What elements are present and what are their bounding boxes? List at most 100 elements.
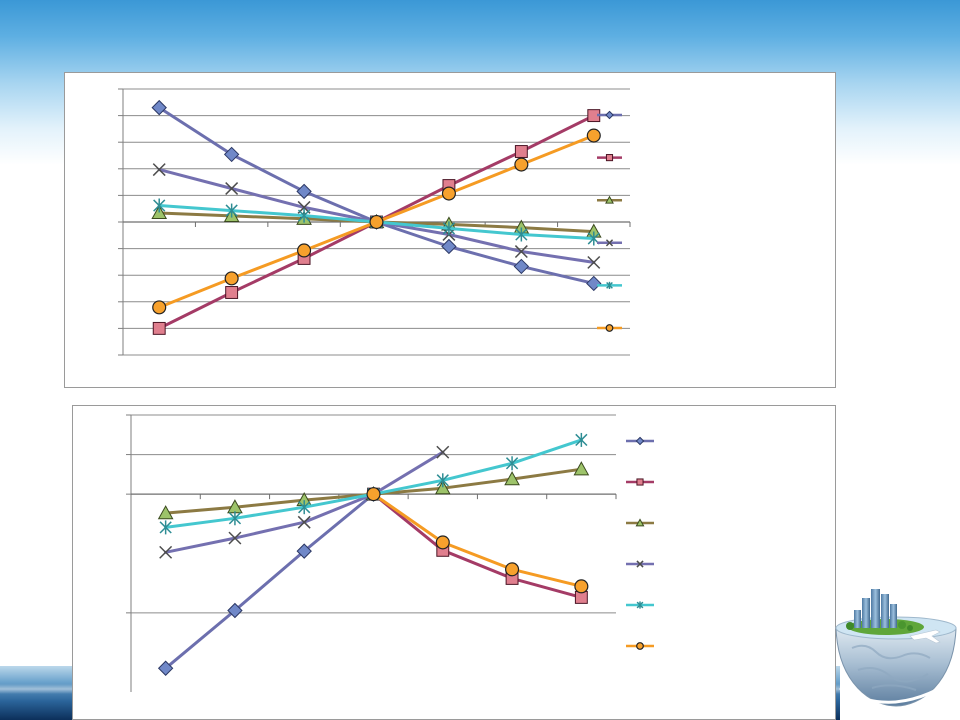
- bottom-chart-legend-entry-4-marker-stroke-b: [636, 560, 644, 568]
- top-chart-series-4-point-7-stroke-b: [587, 255, 601, 269]
- tower-building: [871, 589, 880, 628]
- globe-bowl: [835, 627, 957, 707]
- bottom-chart-series-1-point-3-shape: [296, 543, 312, 559]
- bottom-chart-legend-entry-4: [626, 560, 654, 568]
- bottom-chart-series-4: [159, 445, 450, 559]
- top-chart-series-6: [152, 128, 601, 315]
- bottom-chart-series-4-point-1-stroke-b: [159, 545, 173, 559]
- top-chart-series-5-point-5: [442, 221, 456, 236]
- top-chart-series-1-point-1: [151, 99, 167, 116]
- bottom-chart-series-1-point-1: [157, 660, 174, 676]
- bottom-chart-legend-entry-3: [626, 518, 654, 527]
- top-chart-series-1-point-5: [441, 238, 457, 255]
- bottom-chart-legend-entry-2-marker: [636, 478, 644, 486]
- bottom-chart-series-4-point-5: [436, 445, 450, 459]
- bottom-line-chart: [126, 414, 654, 692]
- bottom-chart-series-5-point-2: [228, 511, 242, 526]
- bottom-chart-series-1: [157, 486, 382, 676]
- bottom-chart-series-6-point-5-shape: [435, 535, 450, 550]
- tower-building: [890, 604, 897, 628]
- bottom-chart-series-3-point-6-shape: [504, 471, 520, 486]
- top-chart-legend-entry-4-marker: [605, 239, 614, 247]
- bottom-chart-legend-entry-4-marker: [636, 560, 644, 568]
- top-chart-series-1-point-7: [586, 275, 602, 292]
- top-chart-legend-entry-2-marker: [605, 154, 614, 162]
- bottom-chart-legend-entry-2: [626, 478, 654, 486]
- top-chart-series-4-point-2: [225, 182, 239, 195]
- bottom-chart-series-1-point-2: [227, 602, 243, 619]
- top-chart-series-2-point-1: [152, 321, 166, 335]
- top-chart-series-2-point-2-shape: [225, 286, 239, 299]
- top-chart-legend-entry-2: [597, 154, 622, 162]
- bottom-chart-legend-entry-3-marker-shape: [635, 518, 645, 527]
- bottom-chart-series-2: [367, 487, 588, 604]
- bottom-chart-series-3-point-1-shape: [157, 505, 174, 520]
- top-chart-series-1-point-2: [223, 146, 240, 163]
- top-chart-series-6-point-1-shape: [152, 300, 167, 315]
- bottom-chart-series-2-line: [372, 492, 583, 599]
- bottom-chart-legend-entry-5: [626, 601, 654, 609]
- bottom-chart-series-6-point-6-shape: [505, 562, 520, 577]
- tree: [846, 622, 854, 630]
- top-chart-legend-entry-4-marker-stroke-b: [605, 239, 614, 247]
- top-chart-series-6-point-7: [586, 128, 601, 143]
- bottom-chart-series-6-point-4-shape: [366, 487, 381, 502]
- top-chart-series-6-point-2: [224, 271, 239, 286]
- bottom-chart-series-5-point-1: [159, 520, 172, 535]
- top-chart-series-1-point-6-shape: [513, 258, 530, 275]
- bottom-chart-legend-entry-5-marker: [636, 601, 644, 609]
- top-chart-legend-entry-3: [597, 195, 622, 204]
- bottom-chart-series-4-point-3-stroke-b: [297, 515, 311, 529]
- bottom-chart-series-5-point-5: [436, 473, 449, 488]
- bottom-chart-series-6-point-7: [574, 579, 589, 594]
- bottom-chart-series-3-point-5-shape: [434, 480, 451, 495]
- bottom-chart-series-1-point-3: [296, 543, 312, 559]
- tree: [898, 621, 906, 629]
- bottom-chart-series-3-point-7: [573, 461, 590, 476]
- tower-building: [881, 594, 889, 628]
- top-chart-series-2-point-6: [514, 145, 528, 158]
- bottom-chart-legend-entry-6-marker: [636, 642, 644, 650]
- bottom-chart-series-5-point-6: [505, 456, 519, 471]
- top-chart-legend-entry-3-marker-shape: [605, 195, 614, 204]
- top-chart-series-6-point-7-shape: [586, 128, 601, 143]
- top-chart-series-1-point-1-shape: [151, 99, 167, 116]
- bottom-chart-series-6-point-4: [366, 487, 381, 502]
- top-chart-series-6-point-4-shape: [369, 214, 384, 230]
- bottom-chart-series-6-point-5: [435, 535, 450, 550]
- bottom-line-chart-panel: [72, 405, 836, 720]
- top-chart-series-4-point-1-stroke-b: [152, 163, 166, 177]
- bottom-chart-series-3-point-1: [157, 505, 174, 520]
- top-chart-series-4-point-1: [152, 163, 166, 177]
- top-chart-series-5-point-1: [153, 198, 166, 213]
- bottom-chart-series-4-point-3: [297, 515, 311, 529]
- bottom-chart-series-1-point-1-shape: [157, 660, 174, 676]
- top-chart-legend-entry-5-marker: [606, 281, 613, 289]
- top-chart-series-1-point-3: [296, 183, 312, 200]
- bottom-chart-series-6-point-6: [505, 562, 520, 577]
- top-chart-series-4-point-6: [514, 245, 528, 259]
- top-chart-series-6-point-5-shape: [441, 186, 456, 201]
- top-chart-series-1-point-5-shape: [441, 238, 457, 255]
- top-chart-legend-entry-1-marker-shape: [605, 110, 614, 120]
- tree: [907, 625, 913, 631]
- globe-swoosh: [839, 678, 955, 704]
- top-chart-series-6-point-6: [514, 157, 529, 172]
- top-chart-gridlines: [118, 88, 630, 356]
- globe-city-illustration: [832, 584, 960, 716]
- bottom-chart-legend-entry-1-marker: [635, 436, 645, 446]
- bottom-chart-series-1-point-2-shape: [227, 602, 243, 619]
- bottom-chart-legend-entry-1: [626, 436, 654, 446]
- top-chart-series-5-point-6: [515, 227, 528, 242]
- bottom-chart-series-3-point-5: [434, 480, 451, 495]
- top-chart-series-1-point-6: [513, 258, 530, 275]
- top-chart-series-6-point-3-shape: [297, 243, 312, 258]
- airplane-icon: [909, 629, 941, 644]
- top-chart-series-5-point-2: [225, 203, 238, 218]
- top-chart-legend-entry-6-marker: [605, 324, 614, 332]
- globe-city-graphic: [835, 589, 957, 707]
- globe-map-texture: [851, 644, 931, 691]
- top-chart-series-6-point-5: [441, 186, 456, 201]
- top-chart-legend-entry-4: [597, 239, 622, 247]
- top-chart-legend-entry-6: [597, 324, 622, 332]
